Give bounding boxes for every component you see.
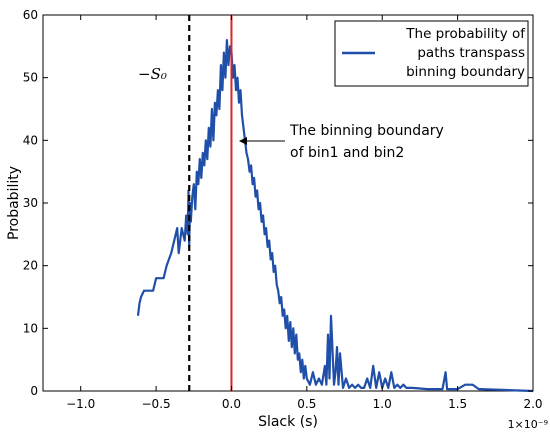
chart-marks bbox=[136, 15, 534, 393]
legend-label-line-1: The probability of bbox=[405, 26, 526, 42]
boundary-annotation-line-2: of bin1 and bin2 bbox=[290, 145, 404, 161]
minus-s0-annotation: −S₀ bbox=[138, 65, 167, 83]
legend: The probability of paths transpass binni… bbox=[334, 20, 529, 87]
x-tick-label: −1.0 bbox=[66, 397, 95, 411]
boundary-annotation-arrow bbox=[239, 137, 285, 145]
y-tick-label: 50 bbox=[23, 71, 38, 85]
legend-label-line-3: binning boundary bbox=[406, 64, 525, 80]
x-axis-multiplier: 1×10⁻⁹ bbox=[508, 418, 548, 431]
y-tick-label: 60 bbox=[23, 8, 38, 22]
x-axis-label: Slack (s) bbox=[258, 414, 318, 430]
x-tick-label: −0.5 bbox=[142, 397, 171, 411]
y-tick-label: 0 bbox=[30, 384, 38, 398]
x-tick-label: 1.5 bbox=[448, 397, 467, 411]
boundary-annotation-line-1: The binning boundary bbox=[289, 123, 444, 139]
x-tick-label: 0.0 bbox=[222, 397, 241, 411]
y-axis-label: Probability bbox=[6, 166, 22, 240]
legend-label-line-2: paths transpass bbox=[417, 45, 525, 61]
y-tick-label: 10 bbox=[23, 321, 38, 335]
y-tick-label: 30 bbox=[23, 196, 38, 210]
x-tick-label: 0.5 bbox=[297, 397, 316, 411]
series-line-0 bbox=[136, 38, 534, 393]
y-tick-label: 40 bbox=[23, 133, 38, 147]
x-tick-label: 1.0 bbox=[373, 397, 392, 411]
x-tick-label: 2.0 bbox=[523, 397, 542, 411]
y-tick-label: 20 bbox=[23, 259, 38, 273]
axis-ticks: −1.0 −0.5 0.0 0.5 1.0 1.5 2.0 0 10 20 30 40 50 60 bbox=[23, 8, 543, 411]
